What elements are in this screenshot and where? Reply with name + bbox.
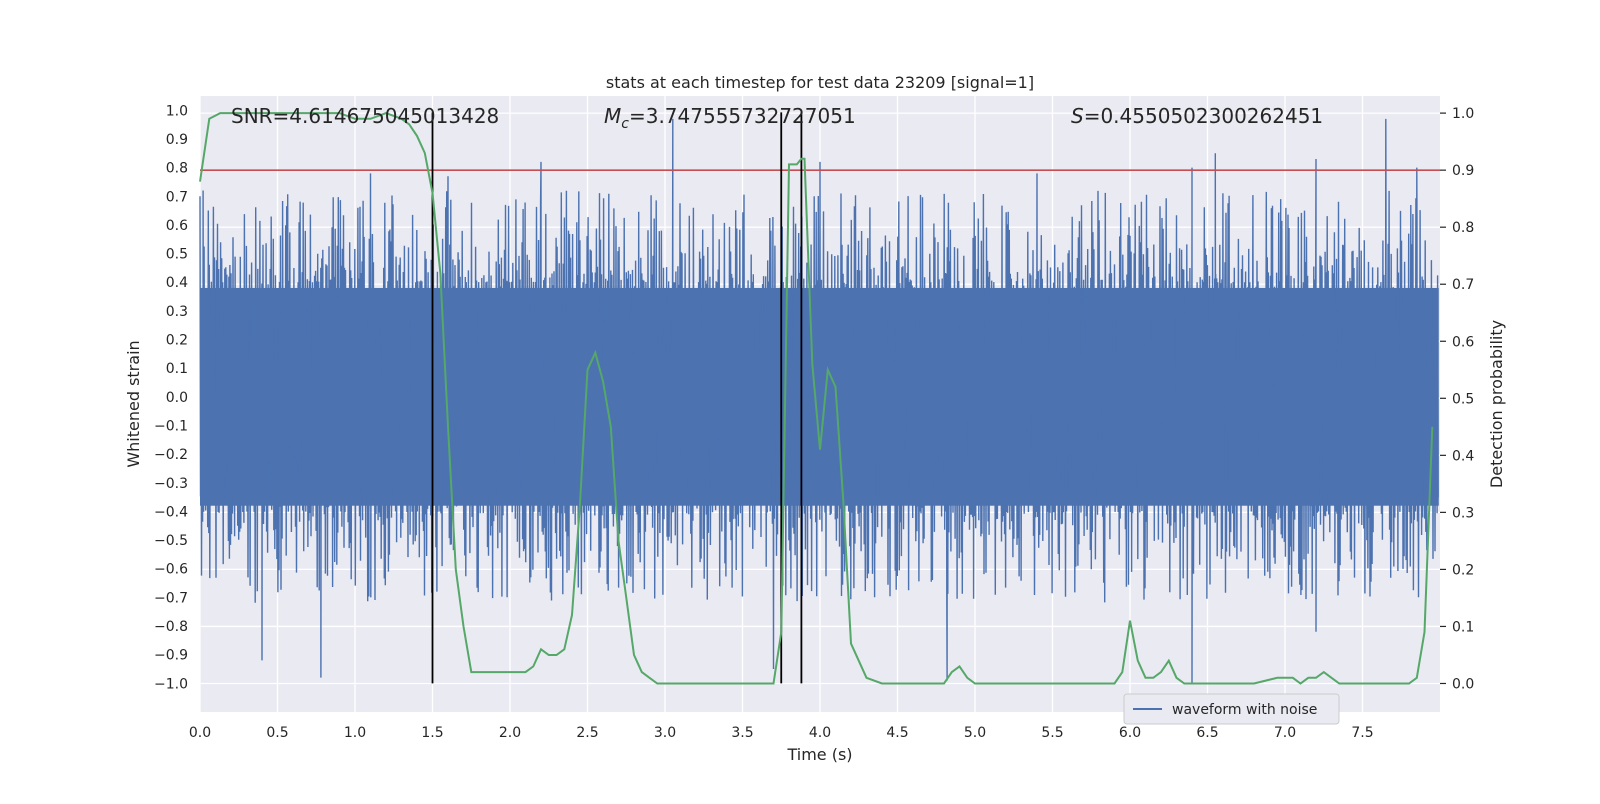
x-tick-label: 6.0	[1119, 725, 1141, 741]
right-tick-label: 0.8	[1452, 220, 1474, 236]
y-tick-label: −0.3	[154, 476, 188, 492]
y-axis-label: Whitened strain	[124, 340, 143, 467]
probability-line	[199, 112, 1434, 685]
y-tick-label: 0.0	[166, 390, 188, 406]
y-tick-label: 0.2	[166, 333, 188, 349]
right-tick-label: 0.4	[1452, 448, 1474, 464]
y-tick-label: −0.8	[154, 619, 188, 635]
y-tick-label: −0.2	[154, 447, 188, 463]
right-tick-label: 0.2	[1452, 562, 1474, 578]
x-tick-label: 2.5	[576, 725, 598, 741]
right-tick-label: 0.1	[1452, 619, 1474, 635]
legend: waveform with noise	[1123, 693, 1340, 725]
x-tick-label: 6.5	[1196, 725, 1218, 741]
x-axis-label: Time (s)	[786, 745, 852, 764]
right-tick-label: 0.9	[1452, 163, 1474, 179]
x-tick-label: 0.0	[189, 725, 211, 741]
x-tick-label: 2.0	[499, 725, 521, 741]
y-tick-label: −0.4	[154, 504, 188, 520]
right-axis-label: Detection probability	[1487, 320, 1506, 488]
y-tick-label: 0.1	[166, 361, 188, 377]
y-tick-label: −1.0	[154, 676, 188, 692]
x-tick-label: 7.0	[1274, 725, 1296, 741]
x-tick-label: 1.0	[344, 725, 366, 741]
s-symbol: S	[1071, 104, 1084, 128]
y-tick-label: 0.6	[166, 218, 188, 234]
chirp-mass-annotation: Mc=3.747555732727051	[604, 104, 856, 132]
x-tick-label: 4.0	[809, 725, 831, 741]
y-tick-label: −0.5	[154, 533, 188, 549]
y-tick-label: 1.0	[166, 103, 188, 119]
right-tick-label: 1.0	[1452, 106, 1474, 122]
y-tick-label: −0.6	[154, 562, 188, 578]
x-axis-ticks: 0.0 0.5 1.0 1.5 2.0 2.5 3.0 3.5 4.0 4.5 5.0 5.5 6.0 6…	[189, 725, 1374, 741]
chirp-mass-symbol: M	[604, 104, 621, 128]
chart-title: stats at each timestep for test data 232…	[606, 73, 1034, 92]
x-tick-label: 3.0	[654, 725, 676, 741]
probability-series	[199, 112, 1434, 685]
y-tick-label: 0.9	[166, 132, 188, 148]
x-tick-label: 4.5	[886, 725, 908, 741]
right-axis-ticks: 1.0 0.9 0.8 0.7 0.6 0.5 0.4 0.3 0.2 0.1 0.0	[1440, 106, 1474, 692]
right-tick-label: 0.5	[1452, 391, 1474, 407]
y-tick-label: 0.5	[166, 247, 188, 263]
chirp-mass-subscript: c	[621, 116, 629, 132]
snr-annotation: SNR=4.614675045013428	[231, 104, 499, 128]
right-tick-label: 0.7	[1452, 277, 1474, 293]
s-annotation: S=0.4550502300262451	[1071, 104, 1323, 128]
y-tick-label: 0.7	[166, 189, 188, 205]
chirp-mass-value: =3.747555732727051	[629, 104, 856, 128]
y-axis-ticks: 1.0 0.9 0.8 0.7 0.6 0.5 0.4 0.3 0.2 0.1 0.0 −0.1 −0.…	[154, 103, 188, 692]
x-tick-label: 7.5	[1351, 725, 1373, 741]
x-tick-label: 1.5	[421, 725, 443, 741]
legend-label: waveform with noise	[1172, 702, 1317, 718]
x-tick-label: 5.5	[1041, 725, 1063, 741]
s-value: =0.4550502300262451	[1084, 104, 1323, 128]
y-tick-label: −0.7	[154, 590, 188, 606]
legend-box	[1123, 693, 1340, 725]
y-tick-label: 0.4	[166, 275, 188, 291]
y-tick-label: −0.9	[154, 648, 188, 664]
y-tick-label: 0.3	[166, 304, 188, 320]
right-tick-label: 0.3	[1452, 505, 1474, 521]
right-tick-label: 0.0	[1452, 676, 1474, 692]
x-tick-label: 5.0	[964, 725, 986, 741]
right-tick-label: 0.6	[1452, 334, 1474, 350]
x-tick-label: 3.5	[731, 725, 753, 741]
y-tick-label: −0.1	[154, 418, 188, 434]
waveform-series	[199, 118, 1439, 684]
x-tick-label: 0.5	[266, 725, 288, 741]
y-tick-label: 0.8	[166, 161, 188, 177]
waveform-line	[199, 118, 1439, 684]
